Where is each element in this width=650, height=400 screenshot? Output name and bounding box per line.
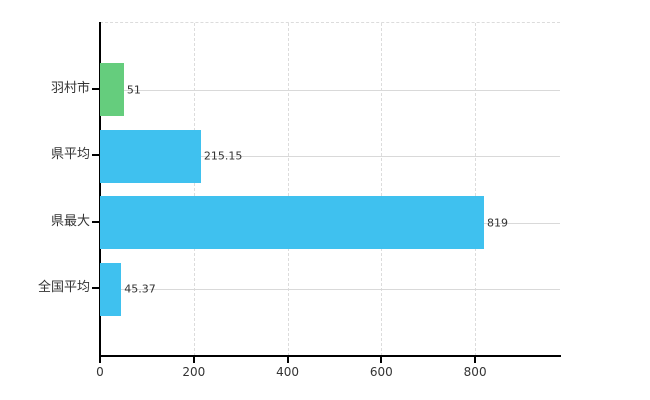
- grid-line-horizontal: [100, 156, 560, 158]
- x-axis-tick: [380, 357, 383, 363]
- x-tick-label: 600: [369, 365, 393, 379]
- y-axis-tick: [92, 287, 100, 290]
- bar-value-label: 215.15: [203, 149, 243, 163]
- bar[interactable]: [100, 63, 124, 117]
- bar-value-label: 51: [126, 83, 141, 97]
- category-label: 県最大: [50, 213, 90, 229]
- grid-line-horizontal: [100, 89, 560, 91]
- x-axis-tick: [474, 357, 477, 363]
- x-tick-label: 200: [182, 365, 206, 379]
- category-label: 全国平均: [37, 280, 90, 296]
- x-tick-label: 400: [276, 365, 300, 379]
- bar[interactable]: [100, 129, 201, 183]
- y-axis-tick: [92, 220, 100, 223]
- plot-area: 51 215.15 819 45.37: [100, 22, 560, 356]
- x-axis-tick: [192, 357, 195, 363]
- grid-line-horizontal: [100, 289, 560, 291]
- grid-line-vertical: [381, 23, 383, 356]
- category-label: 県平均: [50, 147, 90, 163]
- category-label: 羽村市: [50, 80, 90, 96]
- bar[interactable]: [100, 262, 122, 316]
- y-axis: [99, 22, 101, 357]
- x-axis-tick: [286, 357, 289, 363]
- bar-value-label: 819: [487, 216, 509, 230]
- y-axis-tick: [92, 154, 100, 157]
- x-axis-tick: [99, 357, 101, 363]
- x-tick-label: 0: [96, 365, 104, 379]
- x-axis: [99, 355, 561, 357]
- grid-line-vertical: [287, 23, 289, 356]
- grid-line-vertical: [193, 23, 195, 356]
- x-tick-label: 800: [463, 365, 487, 379]
- y-axis-tick: [92, 87, 100, 90]
- bar-value-label: 45.37: [124, 282, 156, 296]
- bar[interactable]: [100, 196, 485, 250]
- grid-line-vertical: [475, 23, 477, 356]
